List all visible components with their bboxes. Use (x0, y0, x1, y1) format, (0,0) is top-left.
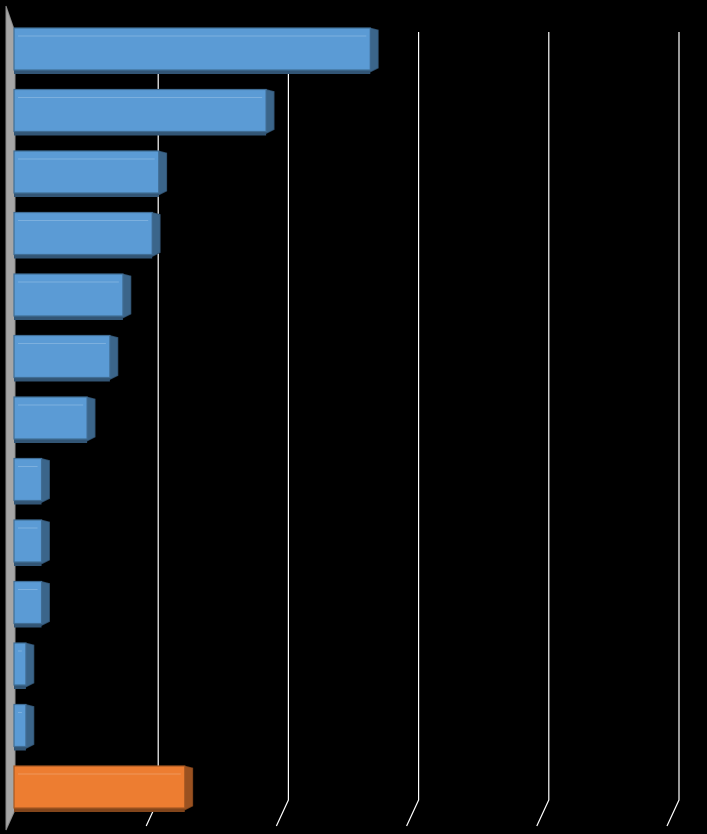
bars (13, 27, 379, 812)
gridline (666, 32, 680, 827)
bar (13, 765, 194, 812)
bar (13, 580, 50, 628)
gridlines (145, 32, 680, 827)
bar (13, 211, 161, 259)
bar (13, 88, 275, 136)
gridline (536, 32, 550, 827)
bar (13, 519, 50, 566)
bar (13, 334, 119, 382)
bar (13, 703, 35, 751)
gridline (406, 32, 420, 827)
bar (13, 150, 168, 197)
bar (13, 642, 35, 689)
bar (13, 457, 50, 505)
bar (13, 27, 379, 74)
bar (13, 273, 132, 320)
bar (13, 396, 96, 443)
gridline (275, 32, 289, 827)
